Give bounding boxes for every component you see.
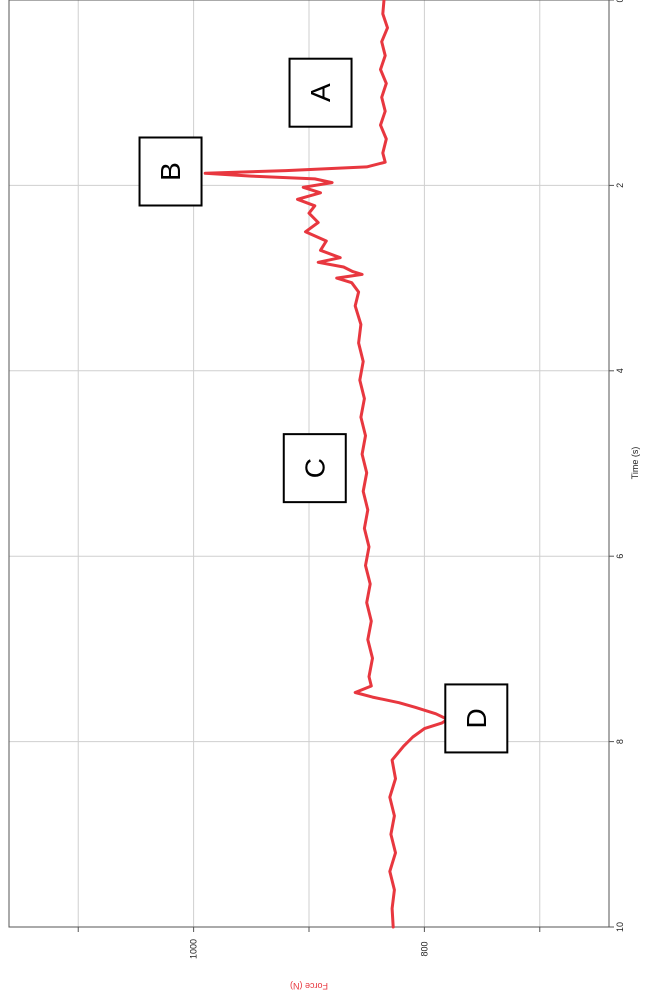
- annotation-label-a: A: [288, 57, 353, 128]
- series-layer: [203, 0, 449, 929]
- x-tick-label: 0: [615, 0, 625, 3]
- annotation-layer: A B C D: [138, 57, 509, 754]
- force-series-line: [203, 0, 449, 929]
- annotation-box: [444, 683, 509, 754]
- annotation-text: B: [155, 162, 186, 181]
- annotation-text: D: [461, 708, 492, 728]
- y-axis-title: Force (N): [290, 981, 328, 990]
- annotation-box: [138, 136, 203, 207]
- x-axis-title: Time (s): [630, 447, 640, 480]
- annotation-text: A: [305, 83, 336, 102]
- x-tick-label: 6: [615, 554, 625, 559]
- annotation-box: [288, 57, 353, 128]
- annotation-label-d: D: [444, 683, 509, 754]
- x-tick-label: 4: [615, 368, 625, 373]
- x-tick-label: 8: [615, 739, 625, 744]
- x-tick-label: 10: [615, 922, 625, 932]
- x-tick-label: 2: [615, 183, 625, 188]
- annotation-box: [282, 433, 347, 504]
- annotation-label-b: B: [138, 136, 203, 207]
- annotation-label-c: C: [282, 433, 347, 504]
- axis-ticks: 0 2 4 6 8 10 800 1000: [77, 0, 625, 959]
- y-tick-label: 1000: [189, 939, 199, 959]
- y-tick-label: 800: [419, 941, 429, 956]
- annotation-text: C: [299, 458, 330, 478]
